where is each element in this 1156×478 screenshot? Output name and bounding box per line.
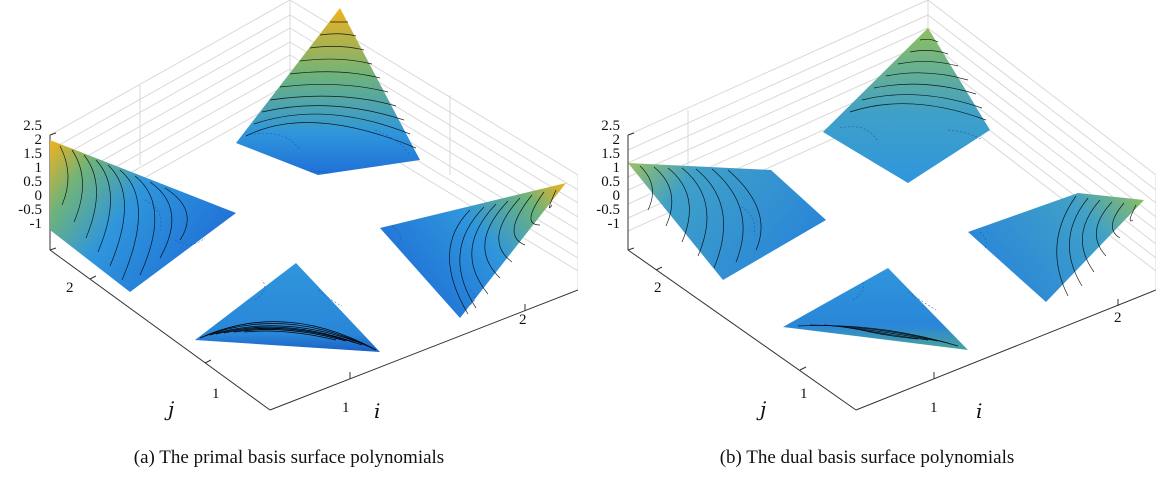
surface-top-a xyxy=(236,8,420,175)
i-axis-label: i xyxy=(374,399,380,423)
z-tick: 1.5 xyxy=(601,146,620,162)
floor-axes xyxy=(627,132,1156,411)
z-tick: 0 xyxy=(35,188,43,204)
i-axis-label: i xyxy=(976,399,982,423)
z-tick: 1.5 xyxy=(23,146,42,162)
z-tick: 2.5 xyxy=(23,118,42,134)
i-tick: 2 xyxy=(1114,310,1122,326)
surface-top-b xyxy=(823,28,990,183)
i-tick: 2 xyxy=(519,312,527,328)
surface-left-a xyxy=(50,140,236,292)
z-tick: -1 xyxy=(30,216,43,232)
figure-b: 2.5 2 1.5 1 0.5 0 -0.5 -1 2 1 j 1 2 i (b… xyxy=(578,0,1156,478)
z-tick-labels: 2.5 2 1.5 1 0.5 0 -0.5 -1 xyxy=(18,118,42,232)
surface-bottom-b xyxy=(783,268,968,350)
z-tick: 1 xyxy=(613,160,621,176)
surface-right-a xyxy=(380,183,566,318)
z-tick: 1 xyxy=(35,160,43,176)
z-tick: -0.5 xyxy=(596,202,620,218)
figure-caption-b: (b) The dual basis surface polynomials xyxy=(719,447,1015,468)
figure-a: 2.5 2 1.5 1 0.5 0 -0.5 -1 2 1 j 1 2 i (a… xyxy=(18,0,578,468)
j-tick: 2 xyxy=(654,280,662,296)
j-tick: 1 xyxy=(212,386,220,402)
z-tick: 0.5 xyxy=(601,174,620,190)
i-tick: 1 xyxy=(342,400,350,416)
z-tick-labels: 2.5 2 1.5 1 0.5 0 -0.5 -1 xyxy=(596,118,620,232)
figure-caption-a: (a) The primal basis surface polynomials xyxy=(133,447,445,468)
z-tick: 2.5 xyxy=(601,118,620,134)
z-tick: 0.5 xyxy=(23,174,42,190)
i-tick: 1 xyxy=(930,400,938,416)
j-tick: 2 xyxy=(66,280,74,296)
z-tick: 2 xyxy=(35,132,43,148)
surface-bottom-a xyxy=(195,263,380,352)
surface-plot-b: 2.5 2 1.5 1 0.5 0 -0.5 -1 2 1 j 1 2 i xyxy=(596,0,1156,423)
z-tick: 2 xyxy=(613,132,621,148)
z-tick: -0.5 xyxy=(18,202,42,218)
j-tick: 1 xyxy=(800,386,808,402)
j-axis-label: j xyxy=(164,397,174,421)
j-axis-label: j xyxy=(756,397,766,421)
z-tick: -1 xyxy=(608,216,621,232)
surface-right-b xyxy=(968,193,1144,302)
surface-plot-a: 2.5 2 1.5 1 0.5 0 -0.5 -1 2 1 j 1 2 i xyxy=(18,0,578,423)
z-tick: 0 xyxy=(613,188,621,204)
surface-left-b xyxy=(628,163,826,280)
